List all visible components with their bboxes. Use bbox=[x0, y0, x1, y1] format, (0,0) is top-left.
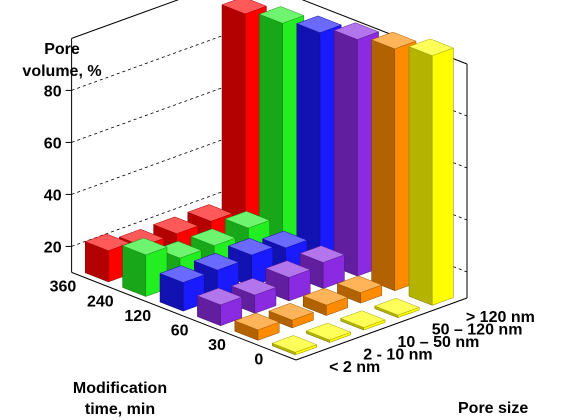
bar-t0-p2 bbox=[339, 310, 386, 331]
pore-tick-label-4: > 120 nm bbox=[466, 309, 535, 326]
time-tick-label-120: 120 bbox=[124, 308, 151, 325]
bar-top-face bbox=[268, 303, 315, 321]
time-tick-label-30: 30 bbox=[208, 337, 226, 354]
bar-top-face bbox=[187, 204, 233, 222]
bar-top-face bbox=[265, 260, 311, 278]
bar-top-face bbox=[230, 278, 277, 296]
bar-top-face bbox=[271, 335, 318, 353]
time-axis-title-line1: Modification bbox=[73, 380, 167, 397]
bar-top-face bbox=[374, 298, 420, 316]
pore-tick-label-0: < 2 nm bbox=[329, 359, 380, 376]
bar-t60-p2 bbox=[265, 260, 311, 302]
bar-top-face bbox=[333, 22, 380, 40]
bar-top-face bbox=[190, 228, 237, 246]
bar-top-face bbox=[370, 31, 417, 50]
bar-t120-p0 bbox=[159, 265, 206, 312]
bar-top-face bbox=[305, 322, 352, 341]
bar-t0-p1 bbox=[305, 322, 352, 343]
bar-top-face bbox=[299, 245, 346, 263]
time-axis-title-line2: time, min bbox=[85, 401, 155, 418]
time-tick-label-0: 0 bbox=[254, 352, 263, 369]
bar-top-face bbox=[227, 238, 274, 256]
bar-top-face bbox=[302, 288, 349, 306]
pore-axis-title: Pore size bbox=[458, 400, 528, 417]
bar-top-face bbox=[258, 6, 305, 24]
bar-t0-p3 bbox=[374, 298, 420, 319]
z-tick-label-20: 20 bbox=[44, 239, 62, 256]
bar-top-face bbox=[221, 0, 268, 15]
axis-labels: Pore volume, % Modification time, min Po… bbox=[22, 41, 534, 418]
bar-top-face bbox=[193, 253, 240, 271]
time-tick-label-360: 360 bbox=[50, 279, 77, 296]
time-tick-label-240: 240 bbox=[87, 293, 114, 310]
bar-side-face bbox=[296, 23, 321, 262]
bar-side-face bbox=[221, 4, 246, 233]
bar-t30-p3 bbox=[336, 275, 383, 304]
bar-top-face bbox=[408, 38, 455, 56]
bar-top-face bbox=[336, 275, 383, 293]
bar-top-face bbox=[234, 312, 280, 331]
bar-t30-p0 bbox=[234, 312, 280, 341]
bar-t0-p4 bbox=[408, 38, 455, 306]
bar-side-face bbox=[371, 39, 396, 292]
bar-t30-p1 bbox=[268, 303, 315, 329]
z-axis-title-line1: Pore bbox=[44, 41, 80, 58]
bar-side-face bbox=[408, 46, 433, 306]
top-wall-edge bbox=[71, 0, 179, 39]
bar-side-face bbox=[259, 13, 283, 248]
bar-top-face bbox=[261, 230, 308, 249]
pore-tick-label-3: 50 – 120 nm bbox=[432, 322, 523, 339]
bar-front-face bbox=[431, 47, 454, 306]
pore-axis-line bbox=[295, 297, 468, 361]
bar-t30-p2 bbox=[302, 288, 349, 316]
z-tick-label-40: 40 bbox=[44, 187, 62, 204]
bar-side-face bbox=[333, 30, 358, 277]
pore-tick-label-1: 2 - 10 nm bbox=[363, 346, 432, 363]
z-tick-label-60: 60 bbox=[44, 135, 62, 152]
z-axis-title-line2: volume, % bbox=[22, 63, 101, 80]
z-tick-label-80: 80 bbox=[44, 83, 62, 100]
bar-top-face bbox=[121, 237, 168, 256]
bar-group bbox=[84, 0, 455, 356]
bar-top-face bbox=[296, 15, 342, 33]
bar-top-face bbox=[339, 310, 386, 328]
bar-top-face bbox=[196, 287, 243, 306]
pore-tick-label-2: 10 – 50 nm bbox=[398, 334, 480, 351]
bar-top-face bbox=[224, 211, 271, 229]
bar-top-face bbox=[152, 216, 199, 234]
time-axis-line bbox=[71, 271, 297, 361]
bar-t0-p0 bbox=[271, 335, 318, 356]
bar-t60-p0 bbox=[196, 287, 243, 327]
bar-top-face bbox=[159, 265, 206, 283]
time-tick-label-60: 60 bbox=[171, 323, 189, 340]
